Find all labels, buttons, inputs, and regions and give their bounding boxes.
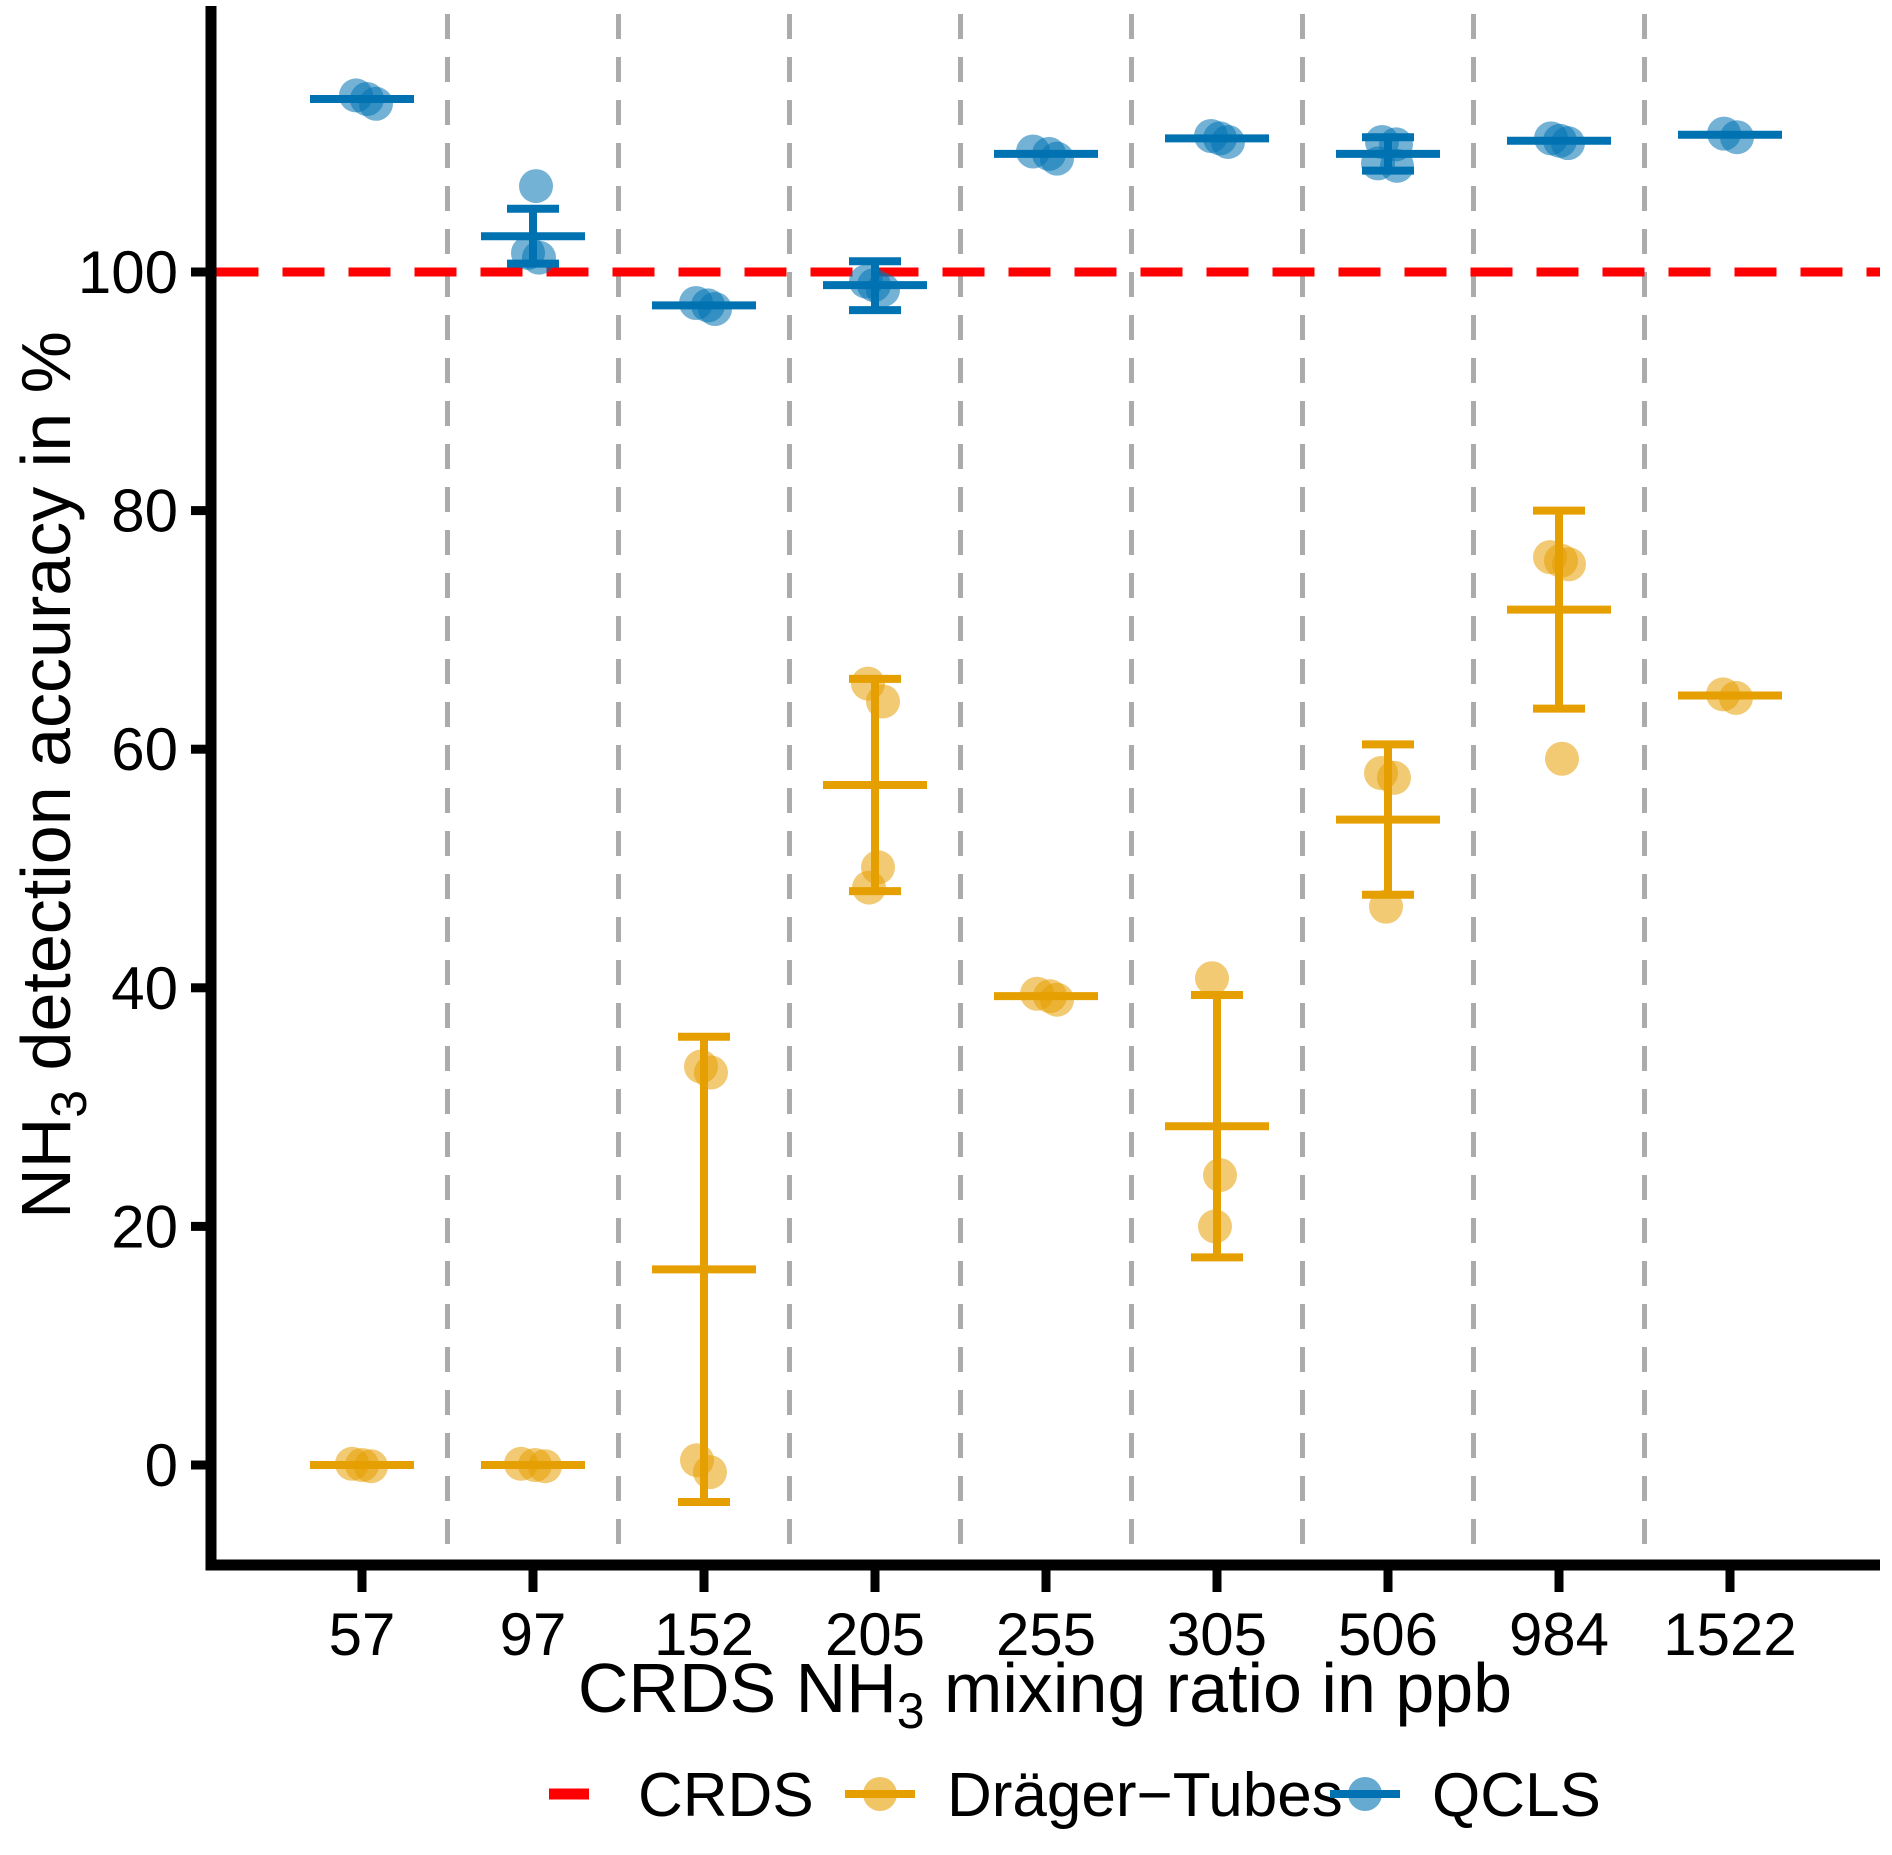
drager-point (1719, 680, 1753, 715)
x-tick-label: 984 (1509, 1601, 1609, 1668)
legend-key-drager-point (863, 1777, 897, 1811)
x-axis-title: CRDS NH3 mixing ratio in ppb (578, 1649, 1512, 1739)
drager-point (1040, 982, 1074, 1017)
x-tick-label: 205 (825, 1601, 925, 1668)
drager-point (1195, 961, 1229, 996)
legend-key-qcls-point (1348, 1777, 1382, 1811)
drager-point (1369, 889, 1403, 924)
y-tick-label: 80 (111, 478, 178, 545)
drager-point (852, 870, 886, 905)
x-tick-label: 506 (1338, 1601, 1438, 1668)
drager-point (694, 1055, 728, 1090)
qcls-point (1211, 124, 1245, 159)
drager-point (693, 1455, 727, 1490)
drager-point (528, 1449, 562, 1484)
qcls-point (1551, 126, 1585, 161)
legend-label-crds: CRDS (638, 1761, 814, 1830)
drager-point (1377, 760, 1411, 795)
y-tick-label: 100 (78, 239, 178, 306)
qcls-point (1380, 148, 1414, 183)
y-tick-label: 40 (111, 955, 178, 1022)
drager-point (866, 684, 900, 719)
x-tick-label: 57 (329, 1601, 396, 1668)
legend-label-qcls: QCLS (1432, 1761, 1601, 1830)
qcls-point (698, 291, 732, 326)
y-tick-label: 0 (145, 1432, 178, 1499)
gridline-layer (445, 14, 1647, 1559)
qcls-point (1040, 141, 1074, 176)
drager-point (354, 1449, 388, 1484)
data-layer (310, 78, 1782, 1506)
y-tick-label: 60 (111, 716, 178, 783)
drager-point (1545, 741, 1579, 776)
x-tick-label: 305 (1167, 1601, 1267, 1668)
qcls-point (519, 169, 553, 204)
legend: CRDS Dräger−Tubes QCLS (549, 1761, 1601, 1830)
tick-layer: 0 20 40 60 80 100 57 97 152 205 255 305 506 984 1522 (78, 239, 1797, 1668)
drager-point (1203, 1158, 1237, 1193)
qcls-point (866, 272, 900, 307)
y-axis-title: NH3 detection accuracy in % (7, 331, 97, 1219)
qcls-point (359, 86, 393, 121)
x-tick-label: 255 (996, 1601, 1096, 1668)
x-tick-label: 97 (500, 1601, 567, 1668)
legend-label-drager: Dräger−Tubes (947, 1761, 1343, 1830)
x-tick-label: 152 (654, 1601, 754, 1668)
qcls-point (1720, 120, 1754, 155)
qcls-point (522, 240, 556, 275)
drager-point (1198, 1209, 1232, 1244)
drager-point (1552, 547, 1586, 582)
axes-layer (205, 6, 1880, 1571)
x-tick-label: 1522 (1663, 1601, 1796, 1668)
y-tick-label: 20 (111, 1193, 178, 1260)
